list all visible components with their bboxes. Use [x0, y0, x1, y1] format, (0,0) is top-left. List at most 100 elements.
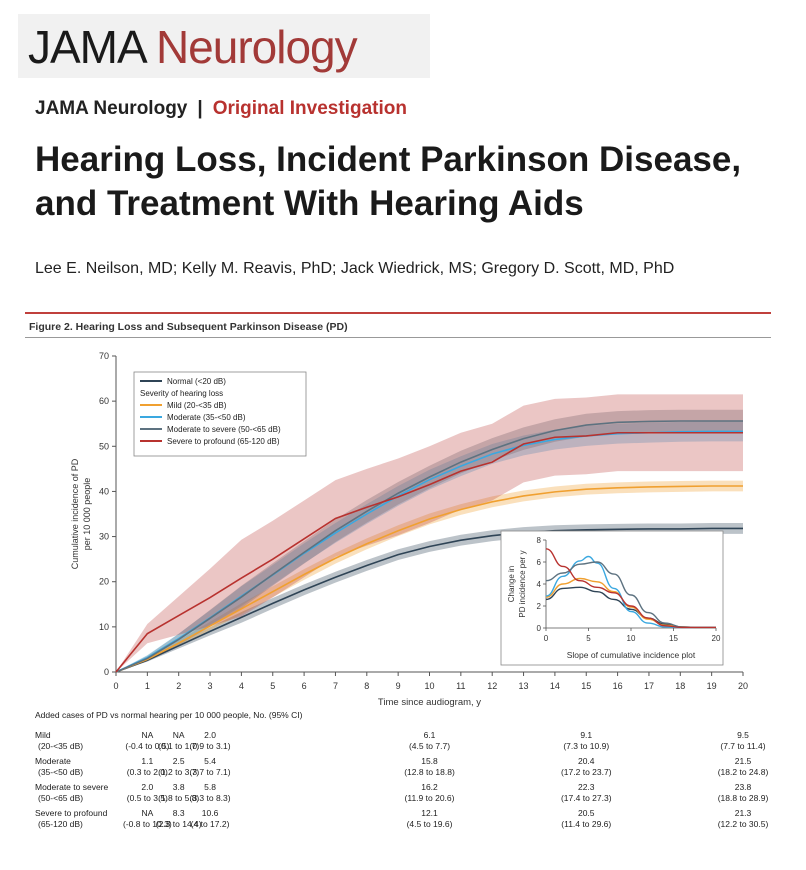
- row-label-range: (20-<35 dB): [38, 741, 84, 751]
- table-cell: 15.8 (12.8 to 18.8): [385, 756, 475, 778]
- row-label-name: Moderate: [35, 756, 71, 766]
- cell-ci: (3.7 to 7.1): [189, 767, 231, 777]
- row-label: Moderate to severe (50-<65 dB): [35, 782, 108, 804]
- table-cell: NA (-0.4 to 0.5): [102, 730, 192, 752]
- table-cell: 9.5 (7.7 to 11.4): [698, 730, 788, 752]
- cell-value: 5.4: [204, 756, 216, 766]
- table-cell: 20.4 (17.2 to 23.7): [541, 756, 631, 778]
- table-cell: NA (0.1 to 1.7): [134, 730, 224, 752]
- figure-panel: Figure 2. Hearing Loss and Subsequent Pa…: [25, 312, 771, 854]
- cell-value: 10.6: [201, 808, 219, 818]
- cell-value: 8.3: [172, 808, 185, 818]
- article-authors: Lee E. Neilson, MD; Kelly M. Reavis, PhD…: [35, 260, 675, 277]
- row-label-range: (65-120 dB): [38, 819, 83, 829]
- cell-value: NA: [141, 730, 154, 740]
- table-cell: 23.8 (18.8 to 28.9): [698, 782, 788, 804]
- cell-ci: (0.9 to 3.1): [189, 741, 231, 751]
- cell-value: 12.1: [421, 808, 438, 818]
- cell-value: NA: [172, 730, 185, 740]
- cell-ci: (7.3 to 10.9): [563, 741, 610, 751]
- cell-ci: (3.3 to 8.3): [189, 793, 231, 803]
- caption-divider: [25, 337, 771, 338]
- cell-ci: (17.2 to 23.7): [560, 767, 612, 777]
- journal-masthead: JAMA Neurology: [18, 14, 430, 78]
- table-cell: 21.3 (12.2 to 30.5): [698, 808, 788, 830]
- row-label: Mild (20-<35 dB): [35, 730, 83, 752]
- article-title: Hearing Loss, Incident Parkinson Disease…: [35, 140, 742, 223]
- table-cell: 2.0 (0.9 to 3.1): [165, 730, 255, 752]
- table-cell: 1.1 (0.3 to 2.0): [102, 756, 192, 778]
- table-cell: 12.1 (4.5 to 19.6): [385, 808, 475, 830]
- table-cell: 10.6 (4 to 17.2): [165, 808, 255, 830]
- cell-value: 21.5: [734, 756, 752, 766]
- cell-ci: (4.5 to 7.7): [408, 741, 451, 751]
- logo-jama: JAMA: [28, 21, 145, 73]
- cell-value: 23.8: [734, 782, 752, 792]
- table-cell: 5.8 (3.3 to 8.3): [165, 782, 255, 804]
- logo-neurology: Neurology: [155, 21, 358, 73]
- cell-value: 3.8: [172, 782, 185, 792]
- cell-value: 9.1: [580, 730, 593, 740]
- cell-value: 2.0: [204, 730, 216, 740]
- table-cell: NA (-0.8 to 10.3): [102, 808, 192, 830]
- cell-ci: (0.3 to 2.0): [126, 767, 168, 777]
- cell-value: NA: [141, 808, 154, 818]
- cell-ci: (4.5 to 19.6): [406, 819, 453, 829]
- cell-ci: (2.3 to 14.4): [155, 819, 202, 829]
- cell-ci: (-0.4 to 0.5): [125, 741, 170, 751]
- cell-value: 9.5: [737, 730, 749, 740]
- table-cell: 2.0 (0.5 to 3.5): [102, 782, 192, 804]
- article-kicker: JAMA Neurology | Original Investigation: [35, 98, 407, 120]
- table-row: Moderate (35-<50 dB) 1.1 (0.3 to 2.0) 2.5 (1.…: [35, 756, 795, 786]
- cell-ci: (4 to 17.2): [190, 819, 230, 829]
- cell-value: 22.3: [577, 782, 595, 792]
- cell-ci: (12.2 to 30.5): [717, 819, 769, 829]
- table-row: Moderate to severe (50-<65 dB) 2.0 (0.5 to …: [35, 782, 795, 812]
- table-header: Added cases of PD vs normal hearing per …: [35, 710, 303, 720]
- table-row: Mild (20-<35 dB) NA (-0.4 to 0.5) NA (0.1 to …: [35, 730, 795, 760]
- cell-ci: (7.7 to 11.4): [720, 741, 766, 751]
- table-cell: 22.3 (17.4 to 27.3): [541, 782, 631, 804]
- row-label-range: (35-<50 dB): [38, 767, 84, 777]
- cell-value: 6.1: [423, 730, 436, 740]
- kicker-separator: |: [197, 98, 203, 119]
- cell-value: 5.8: [204, 782, 216, 792]
- table-cell: 20.5 (11.4 to 29.6): [541, 808, 631, 830]
- row-label-name: Mild: [35, 730, 51, 740]
- cell-value: 1.1: [141, 756, 154, 766]
- table-cell: 2.5 (1.2 to 3.7): [134, 756, 224, 778]
- cell-ci: (18.8 to 28.9): [717, 793, 769, 803]
- cell-ci: (0.1 to 1.7): [158, 741, 200, 751]
- table-cell: 8.3 (2.3 to 14.4): [134, 808, 224, 830]
- cell-ci: (11.9 to 20.6): [404, 793, 455, 803]
- cell-ci: (1.2 to 3.7): [158, 767, 200, 777]
- table-row: Severe to profound (65-120 dB) NA (-0.8 to …: [35, 808, 795, 838]
- row-label-name: Severe to profound: [35, 808, 108, 818]
- table-cell: 6.1 (4.5 to 7.7): [385, 730, 475, 752]
- cell-ci: (-0.8 to 10.3): [123, 819, 172, 829]
- cell-value: 20.4: [577, 756, 595, 766]
- cell-ci: (11.4 to 29.6): [561, 819, 612, 829]
- table-cell: 5.4 (3.7 to 7.1): [165, 756, 255, 778]
- table-cell: 9.1 (7.3 to 10.9): [541, 730, 631, 752]
- cell-value: 16.2: [421, 782, 438, 792]
- kicker-journal: JAMA Neurology: [35, 98, 188, 119]
- cell-value: 2.0: [141, 782, 154, 792]
- cell-ci: (12.8 to 18.8): [404, 767, 455, 777]
- cell-ci: (1.8 to 5.8): [158, 793, 200, 803]
- table-cell: 16.2 (11.9 to 20.6): [385, 782, 475, 804]
- table-cell: 3.8 (1.8 to 5.8): [134, 782, 224, 804]
- cell-value: 15.8: [421, 756, 438, 766]
- cell-ci: (0.5 to 3.5): [126, 793, 168, 803]
- cell-ci: (18.2 to 24.8): [717, 767, 769, 777]
- cell-ci: (17.4 to 27.3): [560, 793, 612, 803]
- journal-logo: JAMA Neurology: [28, 20, 358, 74]
- kicker-section[interactable]: Original Investigation: [212, 98, 407, 119]
- cell-value: 21.3: [734, 808, 752, 818]
- row-label: Severe to profound (65-120 dB): [35, 808, 107, 830]
- figure-caption: Figure 2. Hearing Loss and Subsequent Pa…: [29, 321, 348, 333]
- cell-value: 2.5: [172, 756, 185, 766]
- row-label-name: Moderate to severe: [35, 782, 109, 792]
- row-label-range: (50-<65 dB): [38, 793, 84, 803]
- table-cell: 21.5 (18.2 to 24.8): [698, 756, 788, 778]
